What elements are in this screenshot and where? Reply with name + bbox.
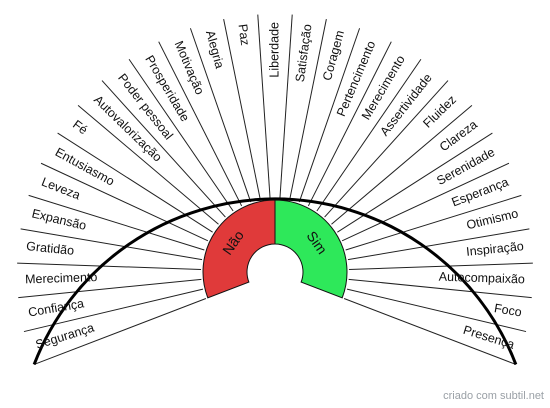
segment-label: Gratidão xyxy=(26,239,75,258)
segment-label: Satisfação xyxy=(293,23,315,83)
segment-label: Fluidez xyxy=(420,93,459,131)
segment-divider xyxy=(77,104,219,225)
no-sector[interactable] xyxy=(202,199,276,299)
segment-label: Autovalorização xyxy=(91,93,165,165)
segment-label: Inspiração xyxy=(466,239,525,259)
segment-divider xyxy=(341,162,510,242)
segment-divider xyxy=(331,104,473,225)
yes-sector[interactable] xyxy=(274,199,348,299)
segment-divider xyxy=(345,194,522,251)
yes-no-hub: Não Sim xyxy=(202,199,348,299)
segment-label: Autocompaixão xyxy=(439,270,526,287)
segment-label: Paz xyxy=(235,23,252,46)
segment-divider xyxy=(189,28,252,203)
segment-divider xyxy=(101,80,226,218)
segment-label: Segurança xyxy=(34,321,96,352)
segment-divider xyxy=(257,14,271,199)
segment-divider xyxy=(223,19,261,200)
segment-divider xyxy=(347,228,530,261)
segment-divider xyxy=(158,41,243,207)
segment-divider xyxy=(324,80,449,218)
segment-label: Merecimento xyxy=(25,270,98,286)
segment-label: Fé xyxy=(70,117,90,137)
segment-divider xyxy=(33,298,207,365)
segment-divider xyxy=(289,19,327,200)
segment-label: Expansão xyxy=(30,206,87,233)
segment-divider xyxy=(316,58,422,212)
segment-label: Confiança xyxy=(27,296,85,319)
segment-label: Liberdade xyxy=(267,22,281,78)
segment-label: Esperança xyxy=(450,175,511,210)
segment-label: Foco xyxy=(493,301,523,319)
segment-divider xyxy=(28,194,205,251)
segment-divider xyxy=(348,262,533,270)
segment-label: Clareza xyxy=(437,117,480,154)
segment-label: Coragem xyxy=(320,29,347,82)
credit-footer: criado com subtil.net xyxy=(443,390,544,402)
segment-label: Alegria xyxy=(203,29,227,70)
segment-label: Motivação xyxy=(172,39,207,97)
segment-divider xyxy=(279,14,293,199)
segment-divider xyxy=(18,278,202,299)
segment-divider xyxy=(298,28,361,203)
segment-divider xyxy=(307,41,392,207)
segment-divider xyxy=(343,298,517,365)
segment-divider xyxy=(20,228,203,261)
segment-divider xyxy=(348,278,532,299)
segment-divider xyxy=(17,262,202,270)
segment-divider xyxy=(40,162,209,242)
outer-rim xyxy=(32,197,518,365)
segment-divider xyxy=(128,58,234,212)
